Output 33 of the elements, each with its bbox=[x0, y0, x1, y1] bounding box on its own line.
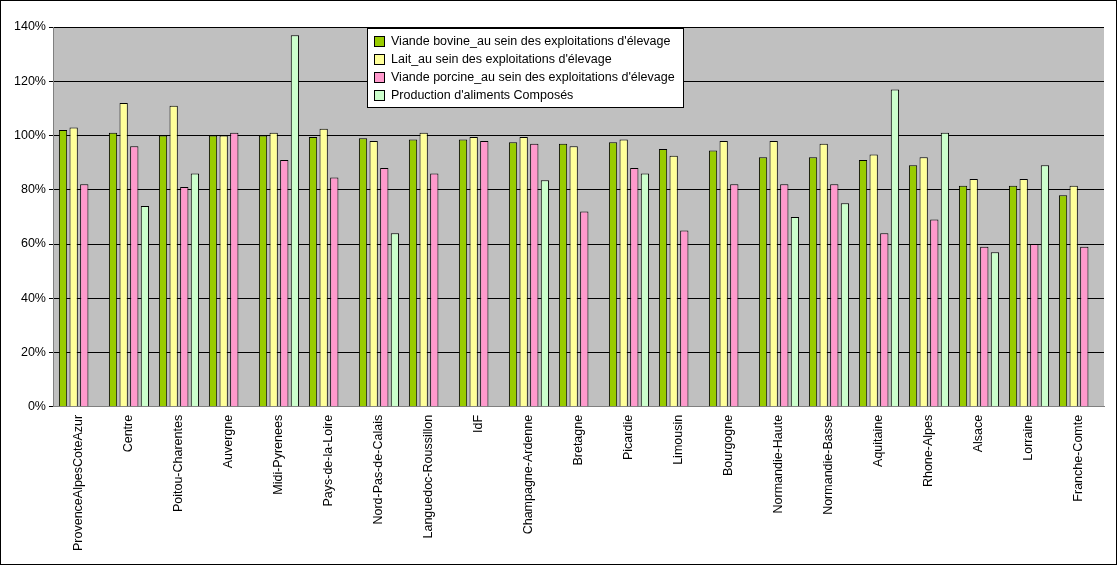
x-tick-label: ProvenceAlpesCoteAzur bbox=[71, 414, 86, 552]
y-tick-label: 80% bbox=[20, 182, 46, 197]
x-tick-label: IdF bbox=[471, 414, 486, 433]
legend-label: Production d'aliments Composés bbox=[391, 87, 574, 104]
x-tick-label: Alsace bbox=[971, 414, 986, 453]
y-tick-label: 60% bbox=[20, 236, 46, 251]
x-tick-label: Aquitaine bbox=[871, 414, 886, 467]
x-tick-label: Limousin bbox=[671, 414, 686, 465]
x-tick-label: Rhone-Alpes bbox=[921, 414, 936, 488]
x-tick-label: Lorraine bbox=[1021, 414, 1036, 461]
x-tick-label: Normandie-Haute bbox=[771, 414, 786, 514]
x-tick-label: Champagne-Ardenne bbox=[521, 414, 536, 535]
y-tick-label: 20% bbox=[20, 345, 46, 360]
y-tick-label: 120% bbox=[13, 73, 46, 88]
x-tick-label: Normandie-Basse bbox=[821, 414, 836, 515]
legend-label: Viande bovine_au sein des exploitations d'élevage bbox=[391, 33, 671, 50]
x-tick-label: Picardie bbox=[621, 414, 636, 460]
y-tick-label: 0% bbox=[27, 399, 46, 414]
x-tick-label: Bourgogne bbox=[721, 414, 736, 476]
x-tick-label: Centre bbox=[121, 414, 136, 453]
legend-label: Lait_au sein des exploitations d'élevage bbox=[391, 51, 612, 68]
x-tick-label: Bretagne bbox=[571, 414, 586, 466]
x-tick-label: Franche-Comte bbox=[1071, 414, 1086, 502]
legend-label: Viande porcine_au sein des exploitations d'élevage bbox=[391, 69, 675, 86]
x-tick-label: Midi-Pyrenees bbox=[271, 414, 286, 495]
x-tick-label: Auvergne bbox=[221, 414, 236, 469]
x-tick-label: Pays-de-la-Loire bbox=[321, 414, 336, 507]
y-tick-label: 140% bbox=[13, 19, 46, 34]
y-tick-label: 40% bbox=[20, 290, 46, 305]
x-tick-label: Nord-Pas-de-Calais bbox=[371, 414, 386, 525]
x-tick-label: Poitou-Charentes bbox=[171, 414, 186, 513]
y-tick-label: 100% bbox=[13, 127, 46, 142]
x-tick-label: Languedoc-Roussillon bbox=[421, 414, 436, 539]
